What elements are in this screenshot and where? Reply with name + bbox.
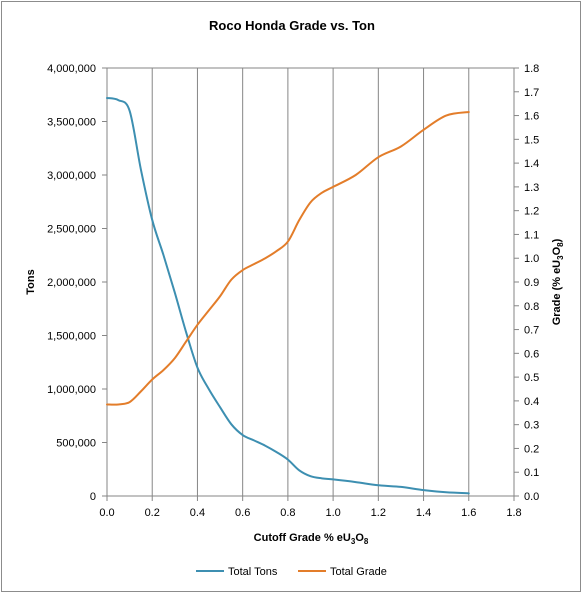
x-axis-label-part: O [355,532,364,544]
y-axis-right-label-part: O [551,246,563,255]
y-right-tick-label: 0.7 [524,325,539,337]
y-right-tick-label: 0.3 [524,420,539,432]
x-axis-label: Cutoff Grade % eU3O8 [254,532,369,546]
x-axis-label-sub: 3 [351,537,356,546]
plot-area [106,67,515,497]
chart-title: Roco Honda Grade vs. Ton [209,18,375,33]
y-axis-left-label: Tons [25,269,37,294]
x-tick-label: 0.6 [235,507,250,519]
y-right-tick-label: 1.4 [524,158,539,170]
y-right-tick-label: 0.9 [524,277,539,289]
y-left-tick-label: 2,000,000 [47,277,96,289]
y-right-tick-label: 1.2 [524,206,539,218]
y-right-tick-label: 1.3 [524,182,539,194]
y-left-tick-label: 1,500,000 [47,331,96,343]
x-tick-label: 1.8 [506,507,521,519]
y-axis-right-label-sub: 8 [556,242,565,247]
y-left-tick-label: 2,500,000 [47,224,96,236]
series-line-total-grade [106,110,470,406]
legend: Total Tons Total Grade [196,566,387,578]
right-axis-ticks: 0.0 0.1 0.2 0.3 0.4 0.5 0.6 0.7 0.8 0.9 1.0 1.1 1.2 1… [514,63,539,503]
x-tick-label: 1.4 [416,507,431,519]
x-tick-label: 1.2 [371,507,386,519]
x-axis-label-sub: 8 [364,537,369,546]
y-right-tick-label: 1.6 [524,111,539,123]
y-right-tick-label: 1.7 [524,87,539,99]
y-left-tick-label: 4,000,000 [47,63,96,75]
gridlines [151,68,470,496]
legend-label-total-tons: Total Tons [228,566,278,578]
y-right-tick-label: 0.0 [524,491,539,503]
x-tick-label: 0.4 [190,507,205,519]
legend-label-total-grade: Total Grade [330,566,387,578]
x-tick-label: 1.6 [461,507,476,519]
y-left-tick-label: 1,000,000 [47,384,96,396]
y-right-tick-label: 0.5 [524,372,539,384]
y-left-tick-label: 0 [90,491,96,503]
y-left-tick-label: 3,000,000 [47,170,96,182]
y-axis-right-label-part: ) [551,238,563,242]
x-tick-label: 0.2 [145,507,160,519]
y-right-tick-label: 0.4 [524,396,539,408]
y-right-tick-label: 1.5 [524,134,539,146]
series-line-total-tons [106,96,470,495]
x-tick-label: 0.0 [99,507,114,519]
y-right-tick-label: 0.8 [524,301,539,313]
series-layer [106,96,470,495]
x-tick-label: 1.0 [325,507,340,519]
x-axis-label-part: Cutoff Grade % eU [254,532,351,544]
left-axis-ticks: 0 500,000 1,000,000 1,500,000 2,000,000 2,500… [47,63,107,503]
y-right-tick-label: 1.0 [524,253,539,265]
x-tick-label: 0.8 [280,507,295,519]
y-axis-right-label: Grade (% eU3O8) [551,238,565,325]
x-axis-ticks: 0.0 0.2 0.4 0.6 0.8 1.0 1.2 1.4 1.6 1.8 [99,496,522,519]
y-left-tick-label: 500,000 [56,438,96,450]
y-right-tick-label: 1.8 [524,63,539,75]
y-axis-right-label-part: Grade (% eU [551,260,563,325]
y-right-tick-label: 0.2 [524,443,539,455]
y-left-tick-label: 3,500,000 [47,117,96,129]
y-right-tick-label: 0.6 [524,348,539,360]
y-right-tick-label: 0.1 [524,467,539,479]
y-axis-right-label-sub: 3 [556,255,565,260]
y-right-tick-label: 1.1 [524,229,539,241]
